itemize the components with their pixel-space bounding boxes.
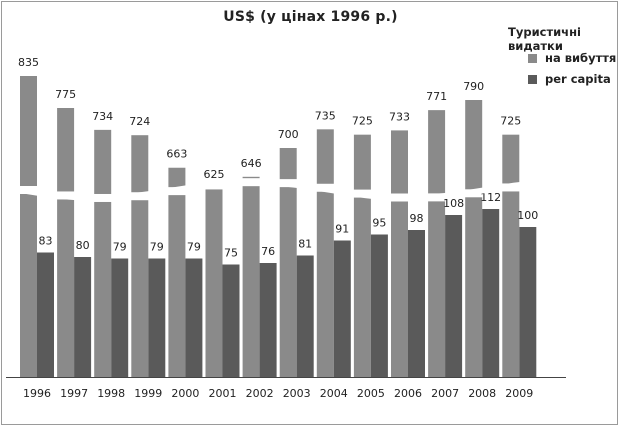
bar-per-capita-1999 bbox=[148, 258, 166, 377]
tick-label-1999: 1999 bbox=[134, 387, 162, 400]
data-label-departures-2002: 646 bbox=[241, 157, 262, 170]
bar-departures-2009 bbox=[502, 134, 520, 184]
data-label-per-capita-2002: 76 bbox=[261, 245, 275, 258]
bar-per-capita-2006 bbox=[408, 230, 425, 377]
bar-per-capita-2002 bbox=[259, 263, 277, 377]
bar-departures-lower-2000 bbox=[168, 195, 186, 377]
legend-label-per-capita: per capita bbox=[545, 72, 611, 86]
legend-label-departures: на вибуття bbox=[545, 51, 617, 65]
bar-departures-1996 bbox=[20, 76, 37, 186]
data-label-departures-2006: 733 bbox=[389, 110, 410, 123]
data-label-per-capita-2004: 91 bbox=[335, 223, 349, 236]
tick-label-1997: 1997 bbox=[60, 387, 88, 400]
bar-departures-lower-2008 bbox=[465, 197, 483, 377]
legend-swatch-per-capita bbox=[528, 75, 537, 84]
tick-label-2004: 2004 bbox=[320, 387, 348, 400]
bar-per-capita-1998 bbox=[111, 258, 129, 377]
data-label-per-capita-2008: 112 bbox=[480, 191, 501, 204]
data-label-departures-2009: 725 bbox=[500, 115, 521, 128]
bar-departures-2005 bbox=[353, 134, 371, 190]
data-label-per-capita-1998: 79 bbox=[113, 241, 127, 254]
data-label-per-capita-2003: 81 bbox=[298, 238, 312, 251]
data-label-per-capita-2005: 95 bbox=[372, 217, 386, 230]
bar-departures-lower-2002 bbox=[242, 186, 260, 377]
bar-per-capita-1996 bbox=[37, 252, 54, 377]
bar-per-capita-2003 bbox=[296, 255, 314, 377]
tick-label-2008: 2008 bbox=[468, 387, 496, 400]
data-label-departures-2001: 625 bbox=[204, 168, 225, 181]
bar-per-capita-2009 bbox=[519, 227, 537, 377]
bar-departures-lower-2009 bbox=[502, 191, 520, 377]
data-label-departures-1998: 734 bbox=[92, 110, 113, 123]
data-label-departures-2005: 725 bbox=[352, 115, 373, 128]
bar-departures-2002 bbox=[242, 176, 260, 179]
bar-departures-2006 bbox=[391, 130, 408, 194]
legend-item-per-capita: per capita bbox=[528, 72, 611, 86]
tick-label-2000: 2000 bbox=[171, 387, 199, 400]
data-label-departures-2007: 771 bbox=[426, 90, 447, 103]
tick-label-2001: 2001 bbox=[209, 387, 237, 400]
data-label-per-capita-2007: 108 bbox=[443, 197, 464, 210]
bar-departures-lower-1999 bbox=[131, 200, 149, 377]
tick-label-2003: 2003 bbox=[283, 387, 311, 400]
bar-departures-lower-2006 bbox=[391, 201, 408, 377]
bar-departures-lower-2007 bbox=[428, 201, 446, 377]
bar-departures-lower-2003 bbox=[279, 187, 297, 377]
axis-break-band bbox=[16, 179, 540, 201]
legend-title: Туристичні видатки bbox=[508, 25, 581, 53]
tick-label-1996: 1996 bbox=[23, 387, 51, 400]
bar-per-capita-2005 bbox=[370, 234, 388, 377]
bar-per-capita-2008 bbox=[482, 209, 500, 377]
bar-departures-2008 bbox=[465, 100, 483, 190]
data-label-departures-2000: 663 bbox=[166, 148, 187, 161]
bar-departures-lower-1997 bbox=[57, 199, 75, 377]
chart-title: US$ (у цінах 1996 р.) bbox=[223, 9, 398, 25]
bar-departures-lower-1996 bbox=[20, 194, 37, 377]
bar-departures-lower-2005 bbox=[353, 197, 371, 377]
data-label-departures-1999: 724 bbox=[129, 115, 150, 128]
bar-departures-1997 bbox=[57, 108, 75, 192]
data-label-per-capita-2000: 79 bbox=[187, 241, 201, 254]
legend-item-departures: на вибуття bbox=[528, 51, 616, 65]
tick-label-2006: 2006 bbox=[394, 387, 422, 400]
bar-per-capita-2007 bbox=[445, 215, 463, 377]
bar-departures-2003 bbox=[279, 148, 297, 180]
bar-departures-2007 bbox=[428, 110, 446, 194]
bar-departures-lower-2004 bbox=[316, 191, 334, 377]
bar-departures-lower-1998 bbox=[94, 201, 112, 377]
bar-per-capita-2000 bbox=[185, 258, 203, 377]
bar-per-capita-2001 bbox=[222, 264, 240, 377]
tick-label-1998: 1998 bbox=[97, 387, 125, 400]
bar-departures-2004 bbox=[316, 129, 334, 184]
data-label-per-capita-2001: 75 bbox=[224, 247, 238, 260]
data-label-departures-1997: 775 bbox=[55, 88, 76, 101]
bar-per-capita-2004 bbox=[333, 240, 351, 377]
data-label-per-capita-1999: 79 bbox=[150, 241, 164, 254]
bar-departures-2000 bbox=[168, 167, 186, 188]
bar-per-capita-1997 bbox=[74, 257, 92, 377]
data-label-departures-2008: 790 bbox=[463, 80, 484, 93]
data-label-departures-2003: 700 bbox=[278, 128, 299, 141]
data-label-per-capita-1997: 80 bbox=[76, 239, 90, 252]
bar-departures-1998 bbox=[94, 129, 112, 194]
tick-label-2005: 2005 bbox=[357, 387, 385, 400]
tick-label-2002: 2002 bbox=[246, 387, 274, 400]
bar-departures-1999 bbox=[131, 135, 149, 193]
tick-label-2007: 2007 bbox=[431, 387, 459, 400]
data-label-per-capita-2006: 98 bbox=[410, 212, 424, 225]
legend-swatch-departures bbox=[528, 54, 537, 63]
data-label-departures-2004: 735 bbox=[315, 109, 336, 122]
tick-label-2009: 2009 bbox=[505, 387, 533, 400]
data-label-per-capita-1996: 83 bbox=[39, 235, 53, 248]
data-label-per-capita-2009: 100 bbox=[517, 209, 538, 222]
data-label-departures-1996: 835 bbox=[18, 56, 39, 69]
bar-departures-lower-2001 bbox=[205, 189, 223, 377]
